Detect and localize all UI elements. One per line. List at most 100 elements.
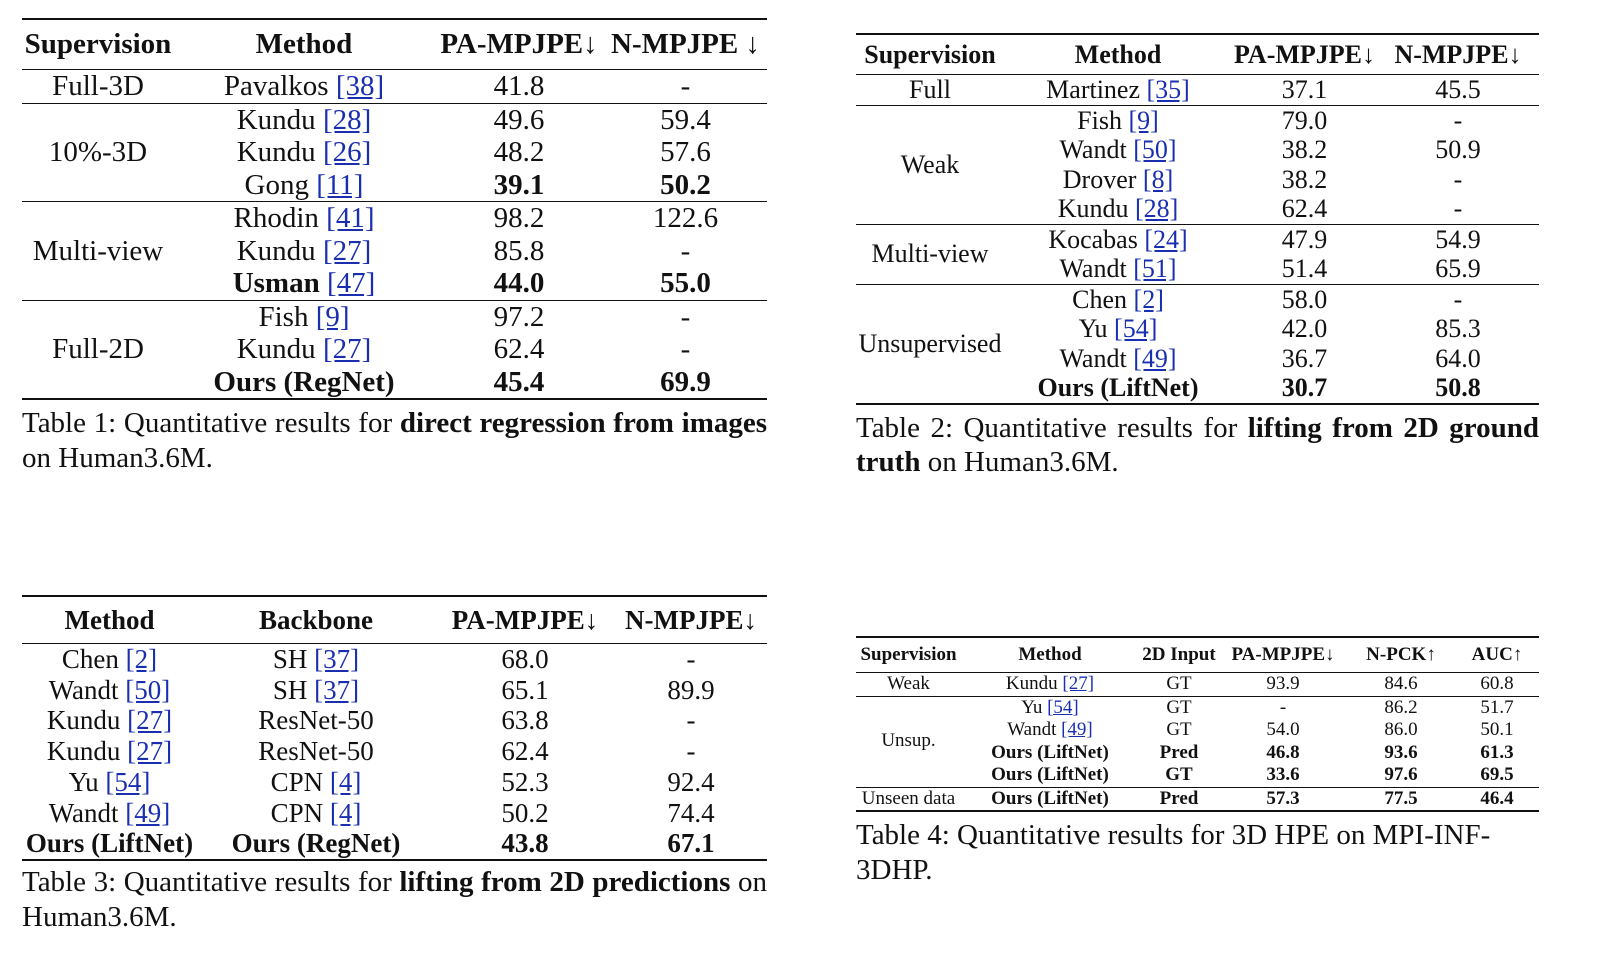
- citation-link[interactable]: [27]: [127, 705, 173, 736]
- table-row: Kundu [27] ResNet-50 62.4 -: [22, 736, 767, 767]
- citation-link[interactable]: [24]: [1144, 224, 1188, 254]
- table-3-grid: Method Backbone PA-MPJPE↓ N-MPJPE↓ Chen …: [22, 595, 767, 861]
- pa-cell: 93.9: [1266, 673, 1300, 694]
- citation-link[interactable]: [8]: [1142, 164, 1174, 194]
- method-cell-text: Kocabas: [1048, 224, 1138, 254]
- citation-link[interactable]: [49]: [125, 797, 171, 828]
- table-4-header-2d-input: 2D Input: [1142, 644, 1216, 665]
- n-cell: -: [1453, 164, 1463, 194]
- citation-link[interactable]: [4]: [329, 766, 362, 797]
- table-row: Wandt [50] 38.2 50.9: [856, 135, 1539, 165]
- supervision-cell: Full: [909, 75, 951, 104]
- method-cell: Ours (LiftNet): [22, 828, 197, 860]
- table-row: Kundu [28] 62.4 -: [856, 194, 1539, 224]
- table-row: Unseen data Ours (LiftNet) Pred 57.3 77.5 46.…: [856, 787, 1539, 811]
- citation-link[interactable]: [28]: [1134, 194, 1179, 223]
- table-row: Ours (LiftNet) GT 33.6 97.6 69.5: [856, 764, 1539, 787]
- method-cell: Rhodin [41]: [174, 202, 434, 235]
- n-cell: 92.4: [667, 766, 715, 797]
- table-1-caption-bold: direct regression from images: [399, 407, 768, 439]
- method-cell-text: Ours (LiftNet): [991, 741, 1109, 763]
- table-1-header-n-mpjpe: N-MPJPE ↓: [611, 28, 760, 60]
- table-row: Full Martinez [35] 37.1 45.5: [856, 74, 1539, 106]
- citation-link[interactable]: [27]: [1062, 673, 1095, 694]
- auc-cell: 61.3: [1480, 741, 1514, 763]
- citation-link[interactable]: [9]: [315, 300, 350, 333]
- citation-link[interactable]: [50]: [1133, 135, 1177, 164]
- table-4-header-n-pck: N-PCK↑: [1366, 644, 1436, 665]
- backbone-cell: ResNet-50: [197, 705, 435, 736]
- n-cell: -: [680, 70, 691, 102]
- method-cell: Martinez [35]: [1004, 75, 1232, 106]
- citation-link[interactable]: [38]: [335, 70, 385, 102]
- method-cell-text: Ours (LiftNet): [1037, 373, 1199, 402]
- citation-link[interactable]: [26]: [322, 136, 372, 168]
- table-row: Wandt [50] SH [37] 65.1 89.9: [22, 675, 767, 706]
- method-cell-text: Wandt: [1059, 135, 1127, 164]
- citation-link[interactable]: [35]: [1146, 75, 1190, 104]
- pa-cell: 57.3: [1266, 787, 1300, 809]
- table-1-header-method: Method: [255, 28, 353, 60]
- citation-link[interactable]: [11]: [316, 168, 364, 201]
- pa-cell: 44.0: [493, 267, 545, 299]
- pa-cell: 52.3: [501, 766, 549, 797]
- method-cell-text: Martinez: [1046, 75, 1140, 104]
- citation-link[interactable]: [27]: [127, 736, 173, 767]
- table-row: Weak Fish [9] 79.0 -: [856, 105, 1539, 179]
- n-cell: 50.9: [1435, 135, 1481, 164]
- table-1-header-pa-mpjpe: PA-MPJPE↓: [440, 28, 598, 60]
- table-1-grid: Supervision Method PA-MPJPE↓ N-MPJPE ↓ F…: [22, 18, 767, 400]
- citation-link[interactable]: [2]: [125, 644, 158, 674]
- method-cell-text: Ours (LiftNet): [25, 828, 194, 859]
- n-cell: 59.4: [660, 103, 711, 136]
- table-row: Unsupervised Chen [2] 58.0-: [856, 284, 1539, 358]
- table-row: Multi-view Kocabas [24] 47.9 54.9: [856, 224, 1539, 268]
- citation-link[interactable]: [37]: [314, 674, 360, 705]
- citation-link[interactable]: [4]: [329, 797, 362, 828]
- n-cell: 45.5: [1435, 75, 1481, 104]
- n-cell: -: [686, 705, 696, 736]
- citation-link[interactable]: [27]: [322, 333, 372, 365]
- pa-cell: 33.6: [1266, 764, 1300, 785]
- n-cell: 67.1: [667, 828, 715, 859]
- citation-link[interactable]: [51]: [1133, 254, 1177, 283]
- citation-link[interactable]: [9]: [1128, 105, 1159, 135]
- table-4-caption: Table 4: Quantitative results for 3D HPE…: [856, 819, 1491, 886]
- method-cell: Kundu [27]: [22, 736, 197, 767]
- auc-cell: 60.8: [1480, 673, 1514, 694]
- citation-link[interactable]: [54]: [1047, 696, 1079, 718]
- citation-link[interactable]: [37]: [314, 644, 360, 674]
- pa-cell: 49.6: [493, 103, 545, 136]
- citation-link[interactable]: [2]: [1133, 284, 1164, 314]
- table-2-header-pa-mpjpe: PA-MPJPE↓: [1233, 39, 1376, 69]
- input-cell: Pred: [1159, 787, 1199, 809]
- supervision-cell: Weak: [900, 149, 960, 179]
- npck-cell: 86.0: [1384, 719, 1418, 740]
- citation-link[interactable]: [28]: [322, 103, 372, 136]
- table-row: Ours (LiftNet) Ours (RegNet) 43.8 67.1: [22, 828, 767, 860]
- table-1-caption: Table 1: Quantitative results for direct…: [22, 406, 767, 476]
- npck-cell: 84.6: [1384, 673, 1418, 694]
- auc-cell: 51.7: [1480, 696, 1514, 718]
- citation-link[interactable]: [41]: [326, 202, 375, 234]
- citation-link[interactable]: [50]: [125, 674, 171, 705]
- n-cell: 50.8: [1435, 373, 1481, 402]
- pa-cell: 47.9: [1281, 224, 1328, 254]
- table-1-header-supervision: Supervision: [24, 28, 172, 60]
- n-cell: -: [686, 644, 696, 674]
- method-cell-text: Kundu: [46, 736, 121, 767]
- supervision-cell: Multi-view: [32, 234, 164, 267]
- citation-link[interactable]: [54]: [105, 766, 151, 797]
- table-3-header-n-mpjpe: N-MPJPE↓: [625, 604, 757, 635]
- pa-cell: 65.1: [501, 674, 549, 705]
- citation-link[interactable]: [47]: [326, 267, 376, 299]
- input-cell: GT: [1166, 673, 1192, 694]
- citation-link[interactable]: [49]: [1133, 343, 1177, 373]
- citation-link[interactable]: [27]: [322, 234, 372, 267]
- citation-link[interactable]: [49]: [1061, 719, 1093, 740]
- table-row: Full-2D Fish [9] 97.2 -: [22, 300, 767, 365]
- table-row: Yu [54] CPN [4] 52.3 92.4: [22, 767, 767, 798]
- citation-link[interactable]: [54]: [1114, 314, 1158, 343]
- pa-cell: 54.0: [1266, 719, 1300, 740]
- table-3-caption: Table 3: Quantitative results for liftin…: [22, 865, 767, 935]
